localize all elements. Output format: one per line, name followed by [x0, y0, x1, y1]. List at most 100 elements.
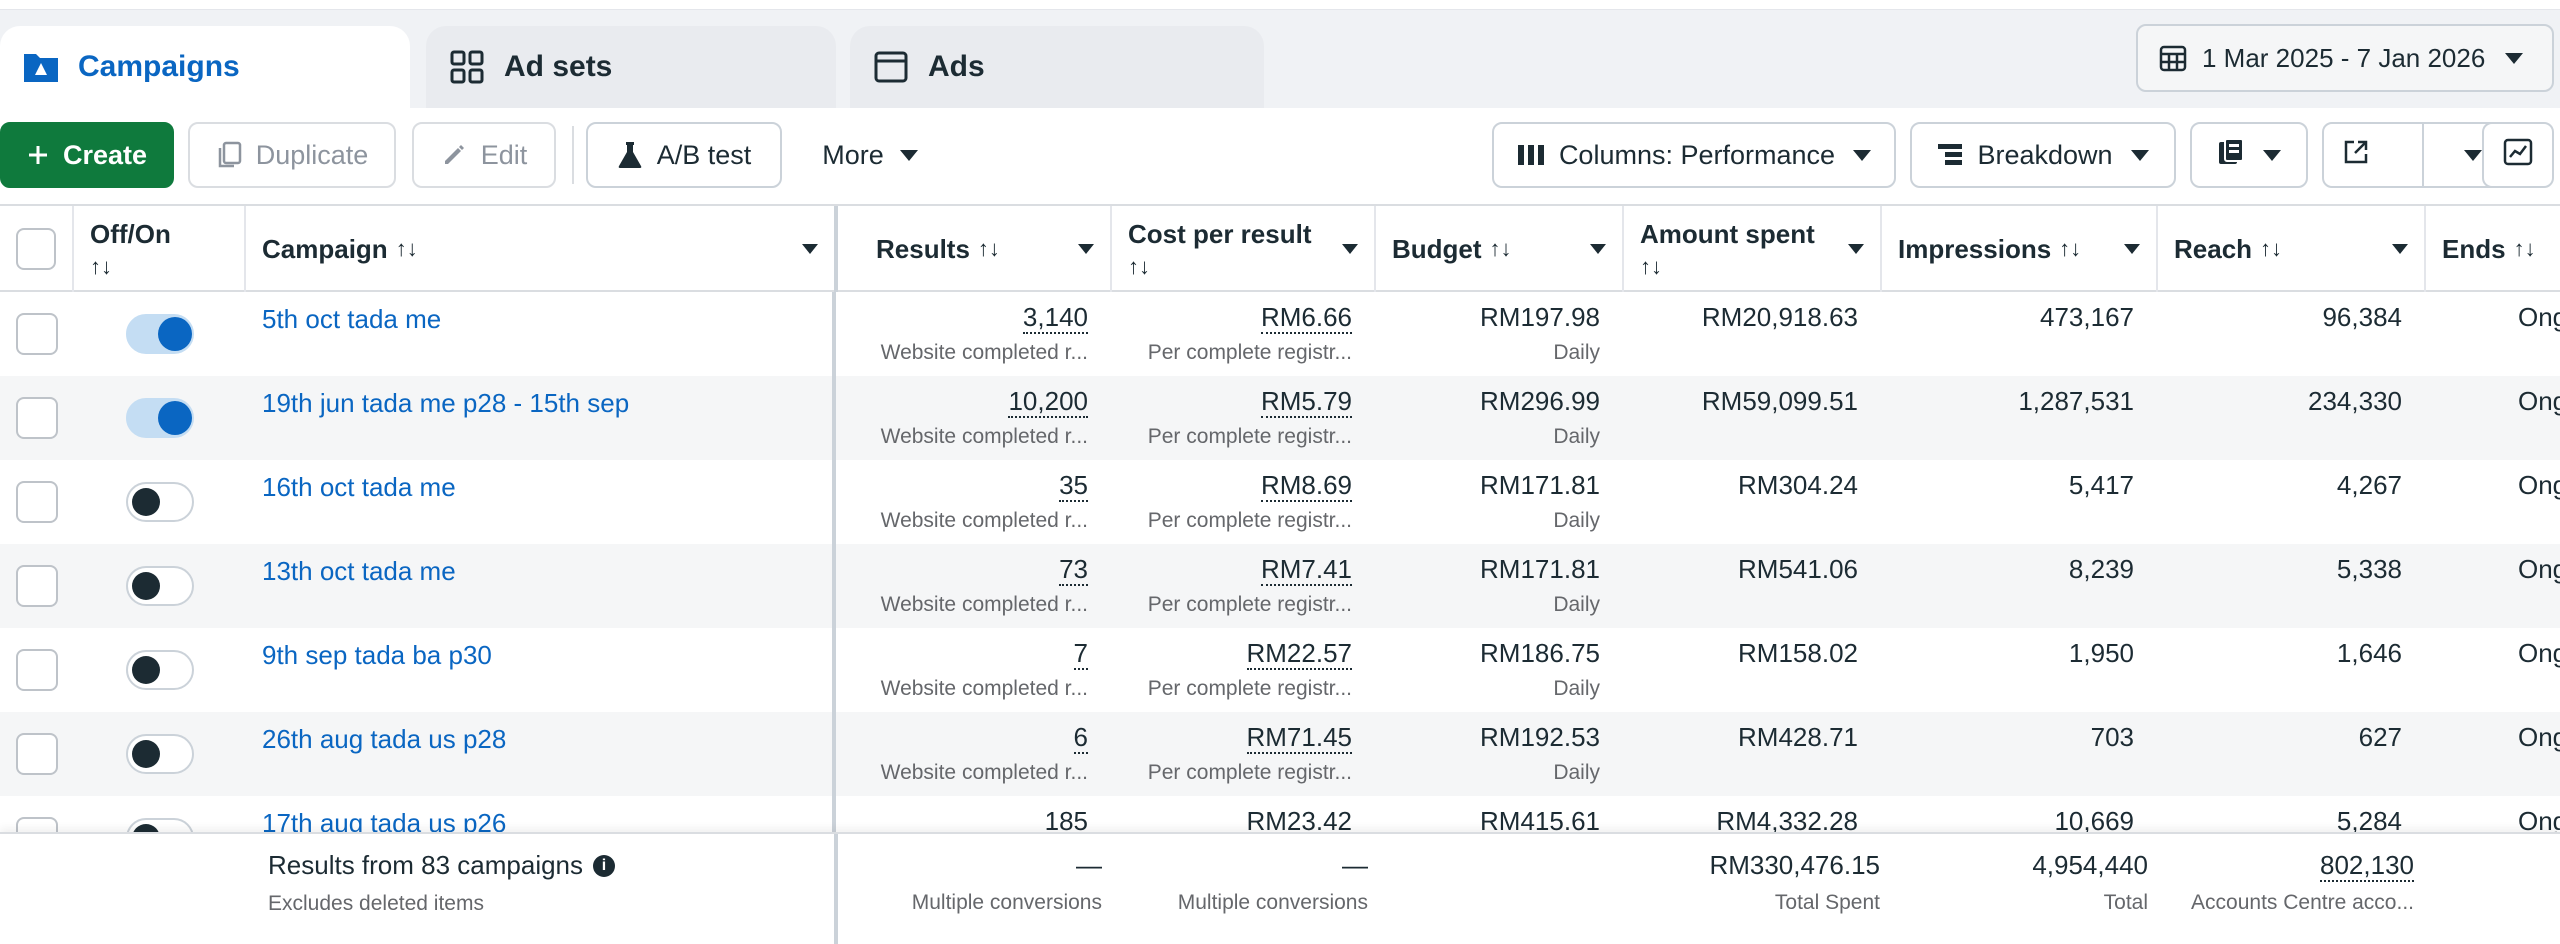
results-value[interactable]: 73 — [1059, 554, 1088, 586]
campaign-name-link[interactable]: 19th jun tada me p28 - 15th sep — [262, 388, 630, 418]
chevron-down-icon[interactable] — [2464, 150, 2482, 161]
sort-icon[interactable]: ↑↓ — [2513, 236, 2536, 261]
column-menu-icon[interactable] — [802, 244, 818, 254]
tab-ad-sets[interactable]: Ad sets — [426, 26, 836, 108]
sort-icon[interactable]: ↑↓ — [1128, 253, 1150, 279]
summary-cpr-value: — — [1342, 850, 1368, 880]
status-toggle[interactable] — [126, 482, 194, 522]
status-toggle[interactable] — [126, 314, 194, 354]
header-impressions[interactable]: Impressions ↑↓ — [1882, 206, 2158, 292]
sort-icon[interactable]: ↑↓ — [1489, 236, 1512, 261]
results-value[interactable]: 35 — [1059, 470, 1088, 502]
row-checkbox[interactable] — [16, 481, 58, 523]
budget-value[interactable]: RM171.81 — [1480, 470, 1600, 500]
budget-value[interactable]: RM186.75 — [1480, 638, 1600, 668]
cpr-value[interactable]: RM8.69 — [1260, 470, 1352, 502]
calendar-icon — [2158, 43, 2188, 73]
status-toggle[interactable] — [126, 398, 194, 438]
campaign-name-link[interactable]: 26th aug tada us p28 — [262, 724, 507, 754]
duplicate-button[interactable]: Duplicate — [188, 122, 396, 188]
row-checkbox[interactable] — [16, 313, 58, 355]
campaign-name-link[interactable]: 16th oct tada me — [262, 472, 456, 502]
results-cell: 185 — [838, 796, 1112, 880]
column-menu-icon[interactable] — [2124, 244, 2140, 254]
cpr-value[interactable]: RM23.42 — [1246, 806, 1352, 838]
cost-per-result-cell: RM8.69 Per complete registr... — [1112, 460, 1376, 544]
cpr-value[interactable]: RM71.45 — [1246, 722, 1352, 754]
info-icon[interactable]: i — [593, 854, 616, 877]
cpr-value[interactable]: RM5.79 — [1260, 386, 1352, 418]
header-campaign[interactable]: Campaign ↑↓ — [246, 206, 838, 292]
results-cell: 7 Website completed r... — [838, 628, 1112, 712]
status-toggle[interactable] — [126, 566, 194, 606]
tab-ads[interactable]: Ads — [850, 26, 1264, 108]
cost-per-result-cell: RM7.41 Per complete registr... — [1112, 544, 1376, 628]
column-menu-icon[interactable] — [1590, 244, 1606, 254]
sort-icon[interactable]: ↑↓ — [1640, 253, 1662, 279]
row-checkbox[interactable] — [16, 649, 58, 691]
create-button[interactable]: Create — [0, 122, 174, 188]
amount-spent-value: RM428.71 — [1738, 722, 1858, 752]
results-value[interactable]: 7 — [1073, 638, 1088, 670]
cpr-value[interactable]: RM7.41 — [1260, 554, 1352, 586]
table-row[interactable]: 26th aug tada us p28 6 Website completed r… — [0, 712, 2560, 796]
table-row[interactable]: 9th sep tada ba p30 7 Website completed r.… — [0, 628, 2560, 712]
results-value[interactable]: 3,140 — [1022, 302, 1088, 334]
select-all-checkbox[interactable] — [16, 228, 56, 270]
table-row[interactable]: 19th jun tada me p28 - 15th sep 10,200 Web… — [0, 376, 2560, 460]
reports-dropdown[interactable] — [2190, 122, 2308, 188]
header-results[interactable]: Results ↑↓ — [838, 206, 1112, 292]
campaign-name-link[interactable]: 5th oct tada me — [262, 304, 442, 334]
table-row[interactable]: 5th oct tada me 3,140 Website completed r.… — [0, 292, 2560, 376]
header-reach[interactable]: Reach ↑↓ — [2158, 206, 2426, 292]
sort-icon[interactable]: ↑↓ — [395, 236, 418, 261]
budget-value[interactable]: RM296.99 — [1480, 386, 1600, 416]
row-checkbox[interactable] — [16, 397, 58, 439]
reach-cell: 5,338 — [2158, 544, 2426, 628]
results-value[interactable]: 185 — [1044, 806, 1088, 838]
table-row[interactable]: 13th oct tada me 73 Website completed r...… — [0, 544, 2560, 628]
tab-campaigns[interactable]: Campaigns — [0, 26, 410, 108]
header-cost-per-result[interactable]: Cost per result ↑↓ — [1112, 206, 1376, 292]
edit-button[interactable]: Edit — [412, 122, 556, 188]
cpr-value[interactable]: RM6.66 — [1260, 302, 1352, 334]
header-ends[interactable]: Ends ↑↓ — [2426, 206, 2560, 292]
header-off-on[interactable]: Off/On ↑↓ — [74, 206, 246, 292]
ab-test-button[interactable]: A/B test — [586, 122, 782, 188]
campaign-name-cell: 19th jun tada me p28 - 15th sep — [246, 376, 836, 460]
budget-value[interactable]: RM197.98 — [1480, 302, 1600, 332]
view-charts-button[interactable] — [2482, 122, 2554, 188]
column-menu-icon[interactable] — [1342, 244, 1358, 254]
header-budget[interactable]: Budget ↑↓ — [1376, 206, 1624, 292]
budget-value[interactable]: RM415.61 — [1480, 806, 1600, 836]
campaign-name-link[interactable]: 9th sep tada ba p30 — [262, 640, 492, 670]
ends-value: Ong — [2518, 302, 2560, 332]
column-menu-icon[interactable] — [1078, 244, 1094, 254]
more-dropdown[interactable]: More — [800, 122, 940, 188]
budget-type: Daily — [1553, 341, 1600, 364]
status-toggle[interactable] — [126, 734, 194, 774]
row-checkbox[interactable] — [16, 733, 58, 775]
header-cpr-label: Cost per result — [1128, 218, 1312, 249]
results-value[interactable]: 10,200 — [1008, 386, 1088, 418]
budget-value[interactable]: RM192.53 — [1480, 722, 1600, 752]
results-value[interactable]: 6 — [1073, 722, 1088, 754]
columns-icon — [1517, 144, 1545, 166]
status-toggle[interactable] — [126, 650, 194, 690]
header-amount-spent[interactable]: Amount spent ↑↓ — [1624, 206, 1882, 292]
campaign-name-link[interactable]: 13th oct tada me — [262, 556, 456, 586]
sort-icon[interactable]: ↑↓ — [2059, 236, 2082, 261]
row-checkbox[interactable] — [16, 565, 58, 607]
reach-cell: 627 — [2158, 712, 2426, 796]
sort-icon[interactable]: ↑↓ — [977, 236, 1000, 261]
column-menu-icon[interactable] — [2392, 244, 2408, 254]
cpr-value[interactable]: RM22.57 — [1246, 638, 1352, 670]
sort-icon[interactable]: ↑↓ — [2260, 236, 2283, 261]
columns-dropdown[interactable]: Columns: Performance — [1492, 122, 1896, 188]
sort-icon[interactable]: ↑↓ — [90, 253, 112, 279]
breakdown-dropdown[interactable]: Breakdown — [1910, 122, 2176, 188]
table-row[interactable]: 16th oct tada me 35 Website completed r...… — [0, 460, 2560, 544]
column-menu-icon[interactable] — [1848, 244, 1864, 254]
budget-value[interactable]: RM171.81 — [1480, 554, 1600, 584]
date-range-picker[interactable]: 1 Mar 2025 - 7 Jan 2026 — [2136, 24, 2554, 92]
